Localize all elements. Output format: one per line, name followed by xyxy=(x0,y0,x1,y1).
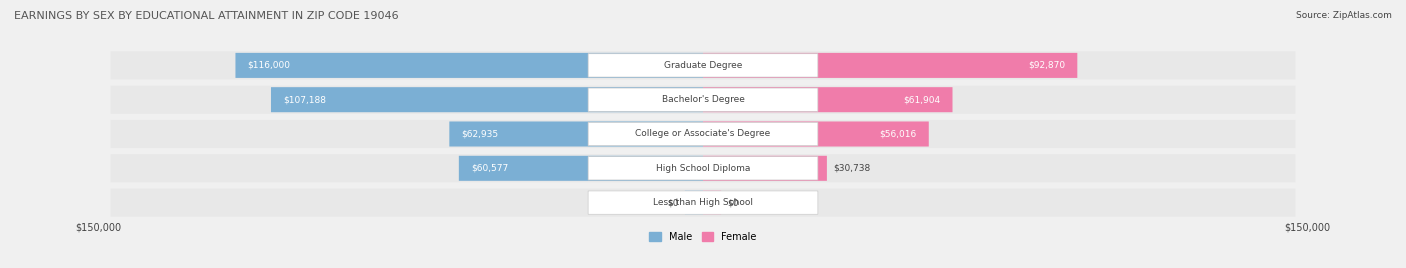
FancyBboxPatch shape xyxy=(111,189,1295,217)
FancyBboxPatch shape xyxy=(703,121,929,147)
FancyBboxPatch shape xyxy=(235,53,703,78)
FancyBboxPatch shape xyxy=(703,87,952,112)
FancyBboxPatch shape xyxy=(703,53,1077,78)
Text: Bachelor's Degree: Bachelor's Degree xyxy=(662,95,744,104)
FancyBboxPatch shape xyxy=(271,87,703,112)
Text: $30,738: $30,738 xyxy=(832,164,870,173)
FancyBboxPatch shape xyxy=(588,122,818,146)
Text: EARNINGS BY SEX BY EDUCATIONAL ATTAINMENT IN ZIP CODE 19046: EARNINGS BY SEX BY EDUCATIONAL ATTAINMEN… xyxy=(14,11,399,21)
Text: Graduate Degree: Graduate Degree xyxy=(664,61,742,70)
FancyBboxPatch shape xyxy=(703,156,827,181)
FancyBboxPatch shape xyxy=(111,51,1295,79)
Text: Source: ZipAtlas.com: Source: ZipAtlas.com xyxy=(1296,11,1392,20)
FancyBboxPatch shape xyxy=(588,157,818,180)
Text: College or Associate's Degree: College or Associate's Degree xyxy=(636,129,770,139)
FancyBboxPatch shape xyxy=(588,88,818,111)
Text: $116,000: $116,000 xyxy=(247,61,291,70)
FancyBboxPatch shape xyxy=(111,86,1295,114)
Text: $107,188: $107,188 xyxy=(283,95,326,104)
Text: $56,016: $56,016 xyxy=(879,129,917,139)
Text: $60,577: $60,577 xyxy=(471,164,508,173)
Text: $61,904: $61,904 xyxy=(903,95,941,104)
FancyBboxPatch shape xyxy=(703,190,721,215)
Legend: Male, Female: Male, Female xyxy=(645,228,761,246)
FancyBboxPatch shape xyxy=(588,191,818,214)
FancyBboxPatch shape xyxy=(450,121,703,147)
Text: $0: $0 xyxy=(668,198,679,207)
Text: $62,935: $62,935 xyxy=(461,129,499,139)
Text: High School Diploma: High School Diploma xyxy=(655,164,751,173)
FancyBboxPatch shape xyxy=(458,156,703,181)
Text: Less than High School: Less than High School xyxy=(652,198,754,207)
FancyBboxPatch shape xyxy=(111,154,1295,182)
FancyBboxPatch shape xyxy=(111,120,1295,148)
FancyBboxPatch shape xyxy=(588,54,818,77)
Text: $0: $0 xyxy=(727,198,738,207)
Text: $92,870: $92,870 xyxy=(1028,61,1066,70)
FancyBboxPatch shape xyxy=(685,190,703,215)
